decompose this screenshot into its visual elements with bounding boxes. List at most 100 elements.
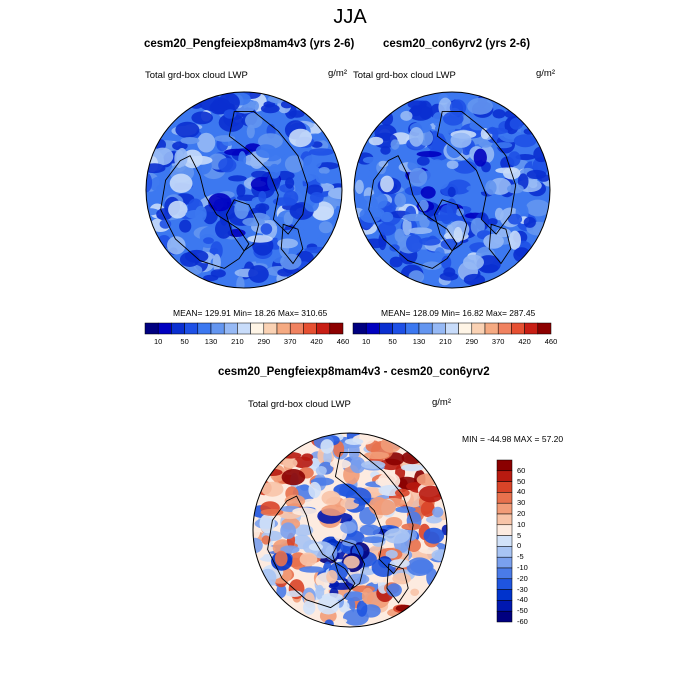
colorbar-tick: 420 — [518, 337, 531, 346]
colorbar-swatch — [431, 322, 446, 335]
field-contour — [355, 179, 364, 194]
field-contour — [277, 238, 298, 249]
field-contour — [258, 190, 267, 203]
field-contour — [251, 170, 269, 179]
field-contour — [509, 117, 523, 130]
field-contour — [383, 528, 410, 544]
colorbar-swatch — [524, 322, 539, 335]
field-contour — [446, 198, 458, 218]
field-contour — [389, 165, 400, 177]
colorbar-swatch — [471, 322, 486, 335]
field-contour — [227, 229, 246, 237]
colorbar-tick: 5 — [517, 530, 522, 540]
field-contour — [260, 223, 273, 235]
field-contour — [394, 228, 405, 243]
colorbar-tick: 290 — [465, 337, 479, 346]
panel1-map-border — [145, 91, 343, 289]
field-contour — [326, 570, 338, 584]
field-contour — [261, 481, 284, 497]
field-contour — [180, 137, 200, 145]
coastline — [332, 539, 366, 591]
field-contour — [228, 175, 247, 182]
field-contour — [369, 192, 388, 209]
field-contour — [309, 192, 324, 204]
colorbar-swatch — [496, 567, 513, 580]
field-contour — [432, 506, 444, 518]
field-contour — [236, 194, 257, 201]
field-contour — [453, 226, 463, 243]
field-contour — [343, 591, 365, 602]
field-contour — [172, 141, 188, 151]
colorbar-swatch — [496, 589, 513, 601]
coastline — [368, 155, 458, 269]
field-contour — [447, 186, 456, 198]
coastline — [228, 111, 309, 235]
field-contour — [418, 199, 429, 212]
coastline — [488, 223, 512, 265]
colorbar-tick: 10 — [517, 519, 526, 529]
panel2-units-label: g/m² — [536, 68, 555, 79]
colorbar-swatch — [365, 322, 380, 335]
field-contour — [276, 583, 287, 599]
field-contour — [245, 112, 263, 129]
panel2-map-border — [353, 91, 551, 289]
field-contour — [368, 136, 384, 146]
colorbar-swatch — [405, 322, 420, 335]
field-contour — [212, 253, 221, 272]
field-contour — [303, 155, 322, 169]
colorbar-swatch — [458, 322, 473, 335]
colorbar-tick: -30 — [517, 584, 528, 594]
colorbar-swatch — [237, 322, 251, 335]
colorbar-swatch — [497, 322, 512, 335]
field-contour — [469, 121, 489, 131]
panel1-stats: MEAN= 129.91 Min= 18.26 Max= 310.65 — [173, 308, 328, 318]
field-contour — [508, 230, 521, 250]
coastline — [334, 451, 414, 575]
field-contour — [343, 555, 360, 569]
field-contour — [395, 488, 410, 497]
colorbar-swatch — [276, 322, 291, 335]
field-contour — [483, 233, 504, 249]
field-contour — [248, 265, 269, 283]
field-contour — [420, 186, 436, 199]
colorbar-swatch — [496, 578, 513, 590]
diff-variable-label: Total grd-box cloud LWP — [248, 399, 351, 410]
field-contour — [485, 127, 509, 135]
field-contour — [361, 587, 374, 605]
field-contour — [236, 184, 246, 198]
field-contour — [402, 213, 427, 222]
coastline — [280, 223, 304, 265]
field-contour — [419, 237, 441, 246]
field-contour — [441, 255, 452, 270]
field-contour — [400, 110, 413, 121]
coastline — [386, 563, 409, 604]
colorbar-tick: 20 — [517, 509, 526, 518]
field-contour — [473, 148, 487, 167]
field-contour — [146, 163, 166, 174]
panel1-polar-map — [146, 92, 342, 288]
field-contour — [450, 132, 472, 148]
field-contour — [321, 490, 341, 506]
field-contour — [282, 458, 298, 468]
field-contour — [191, 111, 213, 125]
colorbar-tick: 370 — [283, 337, 297, 346]
colorbar-swatch — [496, 600, 513, 612]
colorbar-swatch — [263, 322, 278, 335]
field-contour — [439, 272, 459, 281]
field-contour — [380, 435, 402, 453]
colorbar-swatch — [496, 470, 513, 482]
colorbar-swatch — [197, 322, 212, 335]
colorbar-tick: 460 — [544, 337, 558, 346]
field-contour — [463, 254, 484, 270]
field-contour — [441, 524, 447, 536]
field-contour — [308, 148, 334, 156]
field-contour — [347, 573, 370, 585]
colorbar-tick: -40 — [517, 595, 528, 605]
field-contour — [283, 190, 299, 206]
field-contour — [156, 184, 165, 192]
colorbar-tick: -60 — [517, 617, 528, 626]
field-contour — [359, 524, 381, 536]
field-contour — [218, 92, 240, 112]
colorbar-swatch — [250, 322, 265, 335]
